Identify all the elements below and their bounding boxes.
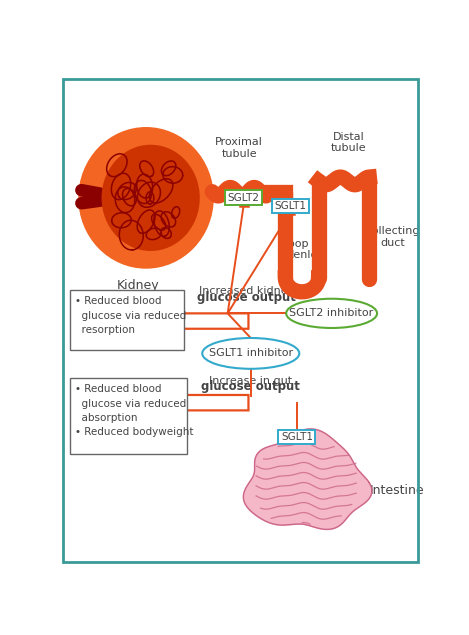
Text: SGLT1 inhibitor: SGLT1 inhibitor [209, 349, 293, 358]
Text: SGLT1: SGLT1 [281, 432, 313, 443]
Text: Distal
tubule: Distal tubule [331, 131, 366, 153]
Text: SGLT2: SGLT2 [228, 193, 260, 203]
Polygon shape [243, 429, 372, 530]
FancyArrow shape [131, 309, 249, 333]
Ellipse shape [202, 338, 299, 369]
Text: glucose output: glucose output [201, 380, 300, 394]
Text: Loop of
Henle: Loop of Henle [282, 239, 323, 260]
Ellipse shape [78, 127, 214, 269]
FancyBboxPatch shape [272, 199, 309, 213]
Text: Kidney: Kidney [117, 279, 159, 291]
Text: Increase in gut: Increase in gut [209, 376, 292, 385]
Text: Collecting
duct: Collecting duct [365, 226, 420, 248]
Ellipse shape [101, 145, 200, 251]
Text: • Reduced blood
  glucose via reduced
  absorption
• Reduced bodyweight: • Reduced blood glucose via reduced abso… [75, 384, 194, 438]
Text: SGLT1: SGLT1 [274, 201, 306, 211]
Bar [70, 378, 187, 453]
Ellipse shape [286, 298, 377, 328]
FancyBboxPatch shape [279, 430, 316, 444]
Text: Increased kidney: Increased kidney [198, 286, 294, 297]
Text: • Reduced blood
  glucose via reduced
  resorption: • Reduced blood glucose via reduced reso… [75, 297, 187, 335]
FancyBboxPatch shape [225, 190, 262, 205]
Text: Proximal
tubule: Proximal tubule [215, 137, 263, 159]
Text: Intestine: Intestine [369, 484, 424, 497]
Text: SGLT2 inhibitor: SGLT2 inhibitor [289, 309, 374, 318]
FancyArrow shape [131, 391, 249, 414]
Bar [70, 290, 184, 351]
Text: glucose output: glucose output [197, 291, 295, 304]
